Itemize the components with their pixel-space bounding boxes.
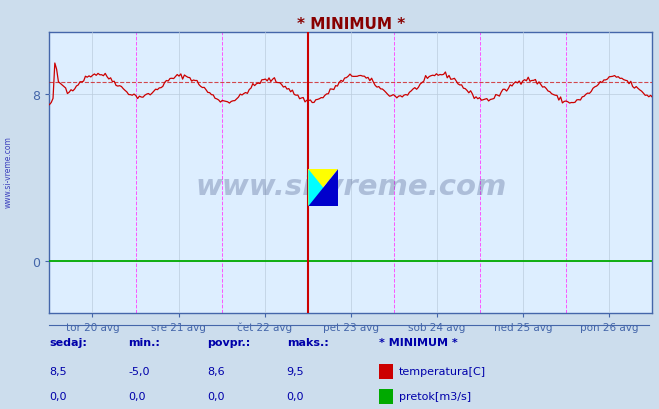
Text: min.:: min.:	[129, 337, 160, 347]
Text: pretok[m3/s]: pretok[m3/s]	[399, 391, 471, 400]
Text: 9,5: 9,5	[287, 366, 304, 376]
Text: temperatura[C]: temperatura[C]	[399, 366, 486, 376]
Text: 8,6: 8,6	[208, 366, 225, 376]
Text: 0,0: 0,0	[208, 391, 225, 400]
Text: maks.:: maks.:	[287, 337, 328, 347]
Text: sedaj:: sedaj:	[49, 337, 87, 347]
Text: 8,5: 8,5	[49, 366, 67, 376]
Polygon shape	[308, 170, 338, 207]
Text: www.si-vreme.com: www.si-vreme.com	[3, 136, 13, 208]
Text: 0,0: 0,0	[287, 391, 304, 400]
Text: 0,0: 0,0	[129, 391, 146, 400]
Polygon shape	[308, 170, 338, 207]
Polygon shape	[308, 170, 338, 207]
Text: www.si-vreme.com: www.si-vreme.com	[195, 173, 507, 201]
Text: 0,0: 0,0	[49, 391, 67, 400]
Title: * MINIMUM *: * MINIMUM *	[297, 17, 405, 31]
Text: povpr.:: povpr.:	[208, 337, 251, 347]
Text: -5,0: -5,0	[129, 366, 150, 376]
Text: * MINIMUM *: * MINIMUM *	[379, 337, 457, 347]
